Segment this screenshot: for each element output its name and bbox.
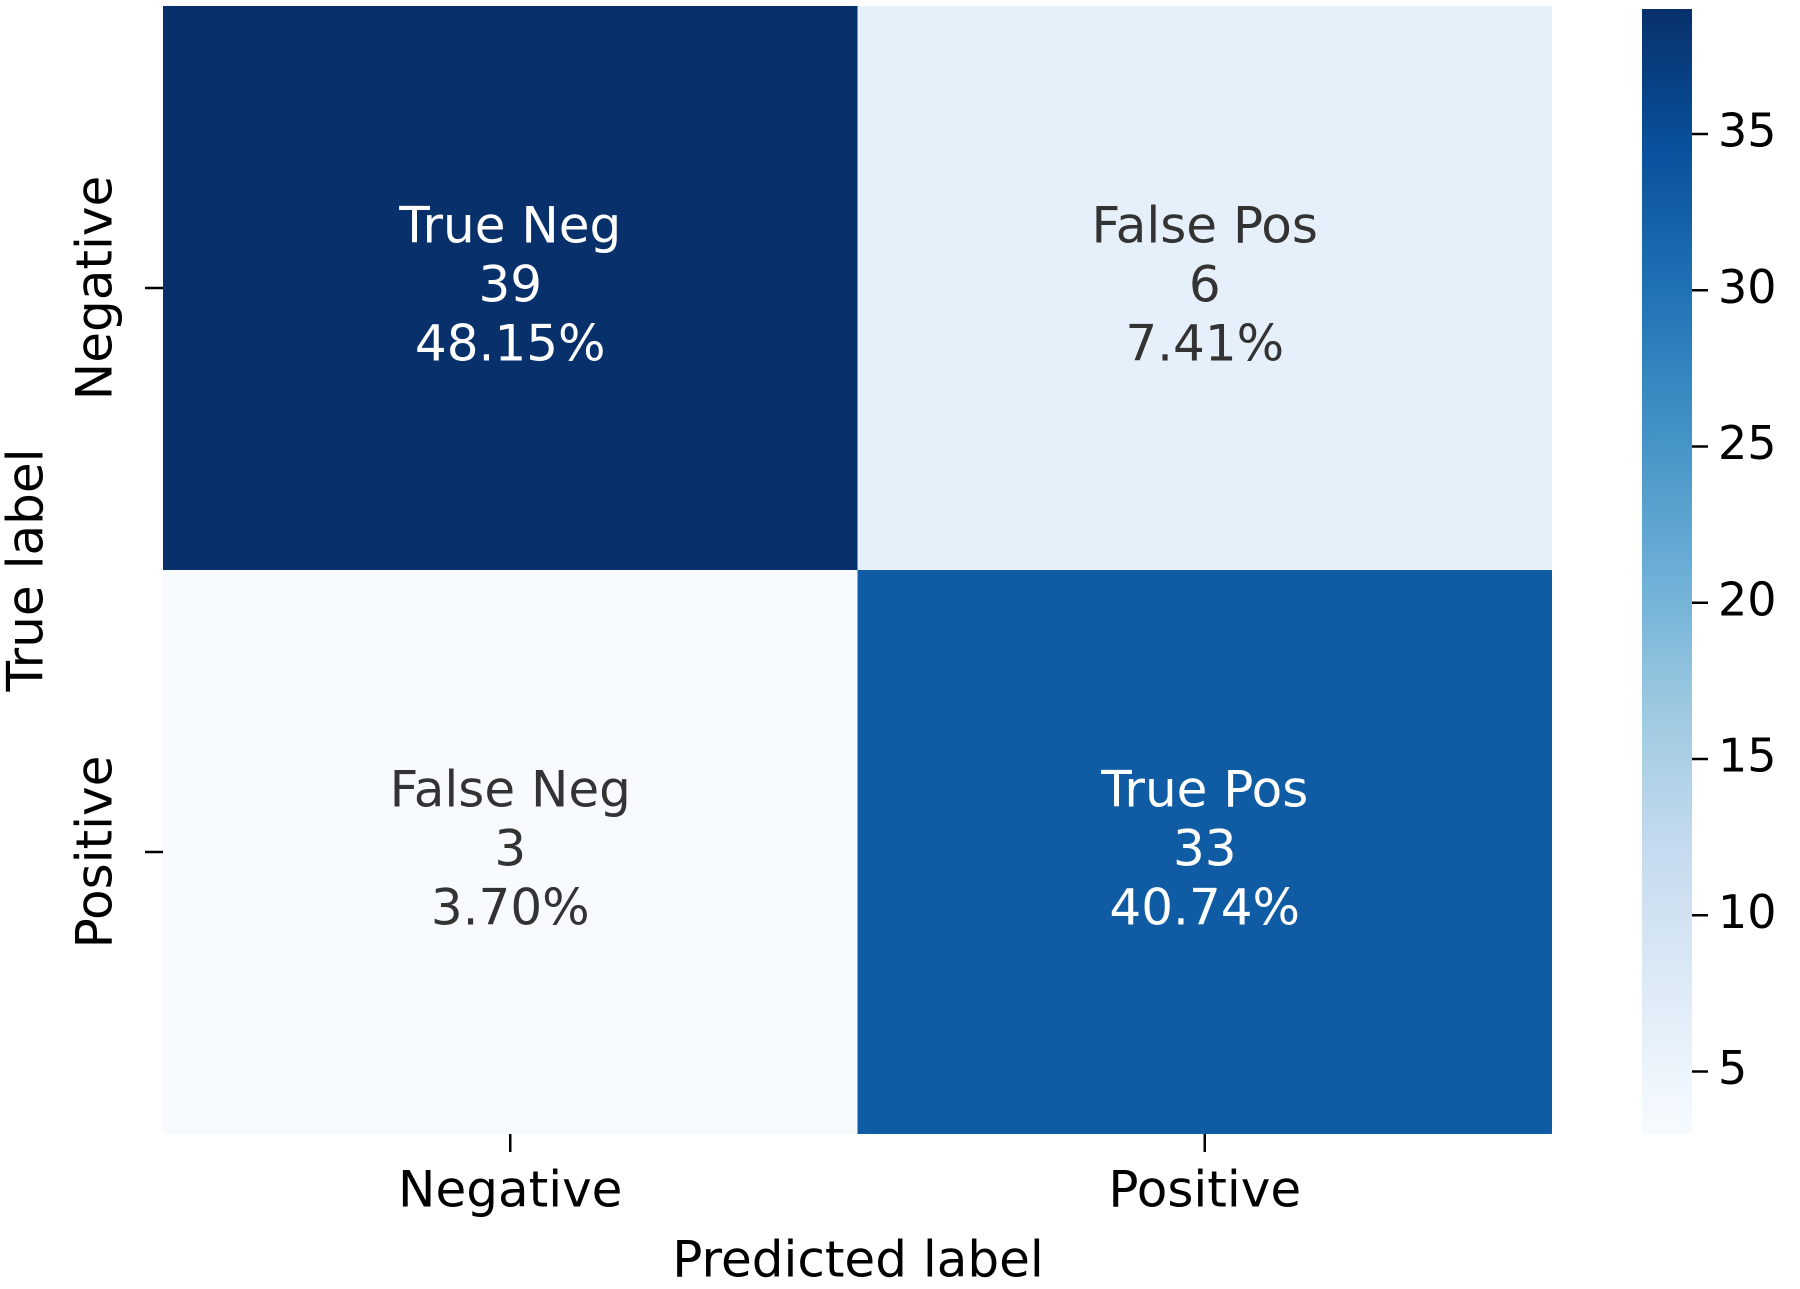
colorbar-tick-label: 25 bbox=[1718, 416, 1777, 470]
cell-count: 6 bbox=[1189, 256, 1221, 314]
cell-name: True Neg bbox=[398, 197, 621, 255]
cell-percent: 7.41% bbox=[1125, 315, 1284, 373]
heatmap-cell bbox=[163, 570, 858, 1134]
y-tick-label: Positive bbox=[66, 756, 124, 949]
heatmap-cell bbox=[857, 6, 1552, 570]
colorbar-tick-label: 15 bbox=[1718, 729, 1777, 783]
x-axis-label: Predicted label bbox=[672, 1231, 1044, 1289]
cell-name: False Pos bbox=[1092, 197, 1318, 255]
cell-count: 3 bbox=[494, 820, 526, 878]
cell-percent: 48.15% bbox=[415, 315, 606, 373]
x-tick-label: Positive bbox=[1108, 1161, 1301, 1219]
cell-name: False Neg bbox=[390, 761, 631, 819]
colorbar bbox=[1642, 9, 1692, 1134]
cell-count: 33 bbox=[1173, 820, 1237, 878]
y-tick-label: Negative bbox=[66, 176, 124, 400]
cell-percent: 40.74% bbox=[1109, 879, 1300, 937]
colorbar-tick-label: 5 bbox=[1718, 1041, 1747, 1095]
colorbar-tick-label: 10 bbox=[1718, 885, 1777, 939]
cell-count: 39 bbox=[478, 256, 542, 314]
heatmap-cell bbox=[163, 6, 858, 570]
cell-name: True Pos bbox=[1100, 761, 1308, 819]
cell-percent: 3.70% bbox=[431, 879, 590, 937]
y-axis-label: True label bbox=[0, 448, 55, 692]
colorbar-tick-label: 20 bbox=[1718, 572, 1777, 626]
colorbar-tick-label: 35 bbox=[1718, 104, 1777, 158]
colorbar-tick-label: 30 bbox=[1718, 260, 1777, 314]
heatmap-cell bbox=[857, 570, 1552, 1134]
x-tick-label: Negative bbox=[398, 1161, 622, 1219]
